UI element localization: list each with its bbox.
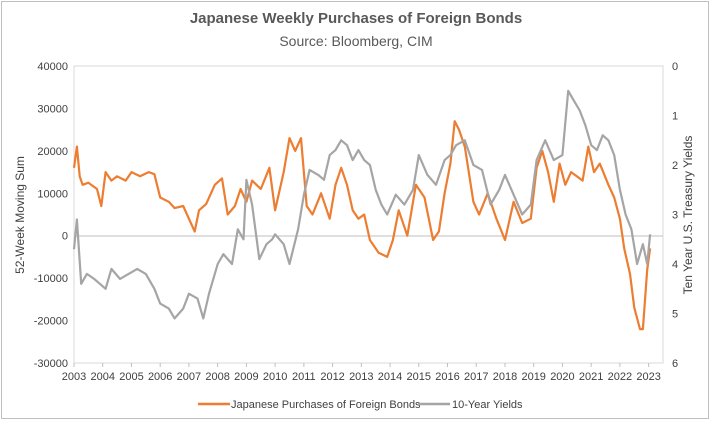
y-left-tick-label: 40000 — [37, 61, 68, 73]
x-tick-label: 2017 — [464, 371, 488, 383]
x-tick-label: 2011 — [292, 371, 316, 383]
x-tick-label: 2021 — [579, 371, 603, 383]
y-left-tick-label: 10000 — [37, 188, 68, 200]
legend-label-10-year-yields: 10-Year Yields — [452, 399, 523, 411]
plot-area — [73, 65, 664, 364]
x-tick-label: 2013 — [349, 371, 373, 383]
x-tick-label: 2008 — [205, 371, 229, 383]
series-10-year-yields-line — [72, 89, 652, 320]
y-right-tick-label: 6 — [672, 358, 678, 370]
y-right-tick-label: 2 — [672, 160, 678, 172]
x-tick-label: 2015 — [407, 371, 431, 383]
x-tick-label: 2023 — [636, 371, 660, 383]
legend-label-japanese-purchases: Japanese Purchases of Foreign Bonds — [231, 399, 421, 411]
y-right-tick-label: 1 — [672, 111, 678, 123]
y-right-tick-label: 5 — [672, 309, 678, 321]
y-left-tick-label: 0 — [62, 231, 68, 243]
y-right-tick-label: 4 — [672, 259, 678, 271]
x-tick-label: 2016 — [435, 371, 459, 383]
x-tick-label: 2003 — [62, 371, 86, 383]
x-tick-label: 2004 — [90, 371, 114, 383]
y-axis-right-label: Ten Year U.S. Treasury Yields — [681, 136, 695, 295]
x-tick-label: 2022 — [608, 371, 632, 383]
legend: Japanese Purchases of Foreign Bonds 10-Y… — [198, 399, 523, 411]
x-tick-label: 2019 — [521, 371, 545, 383]
y-left-tick-label: -30000 — [34, 358, 68, 370]
y-axis-left-label: 52-Week Moving Sum — [13, 156, 27, 274]
x-axis-ticks: 2003 2004 2005 2006 2007 2008 2009 2010 2011 2012… — [62, 363, 661, 383]
y-left-tick-label: 20000 — [37, 146, 68, 158]
series-japanese-purchases-line — [72, 120, 652, 331]
x-tick-label: 2010 — [263, 371, 287, 383]
right-axis-ticks: 0 1 2 3 4 5 6 — [672, 61, 678, 370]
x-tick-label: 2012 — [320, 371, 344, 383]
x-tick-label: 2020 — [550, 371, 574, 383]
y-right-tick-label: 0 — [672, 61, 678, 73]
x-tick-label: 2006 — [148, 371, 172, 383]
y-left-tick-label: -20000 — [34, 316, 68, 328]
x-tick-label: 2007 — [177, 371, 201, 383]
left-axis-ticks: 40000 30000 20000 10000 0 -10000 -20000 -30000 — [34, 61, 68, 370]
y-left-tick-label: -10000 — [34, 273, 68, 285]
y-left-tick-label: 30000 — [37, 103, 68, 115]
x-tick-label: 2018 — [493, 371, 517, 383]
y-right-tick-label: 3 — [672, 210, 678, 222]
chart-title: Japanese Weekly Purchases of Foreign Bon… — [189, 10, 523, 27]
chart-subtitle: Source: Bloomberg, CIM — [279, 33, 433, 49]
x-tick-label: 2005 — [119, 371, 143, 383]
x-tick-label: 2014 — [378, 371, 402, 383]
x-tick-label: 2009 — [234, 371, 258, 383]
